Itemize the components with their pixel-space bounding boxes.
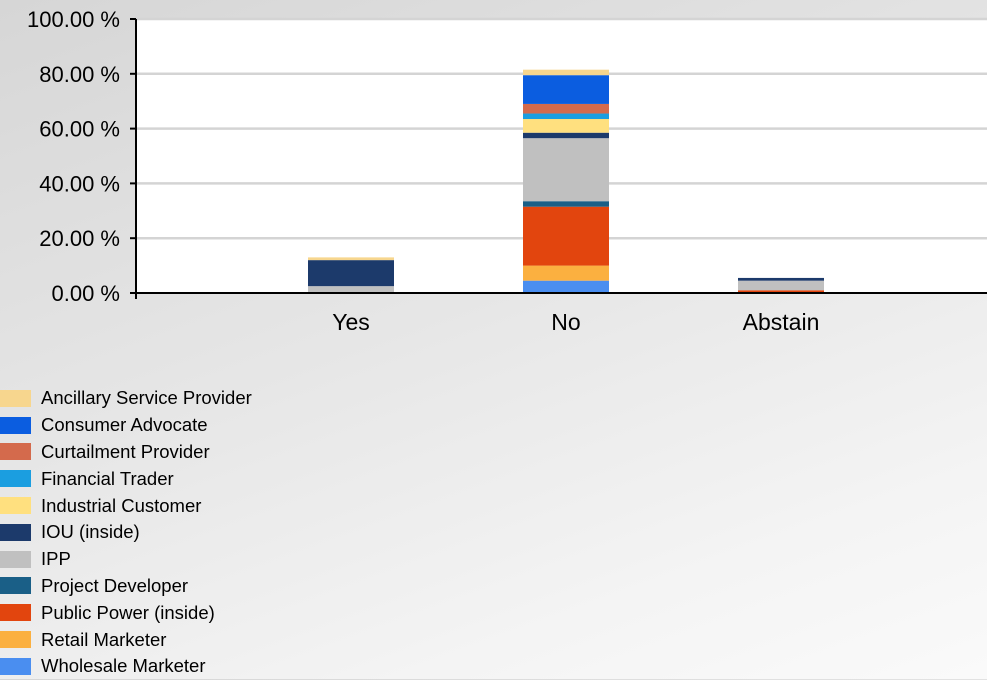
bar-segment (523, 103, 609, 114)
bar-segment (523, 113, 609, 120)
legend-item: IOU (inside) (0, 519, 252, 546)
legend-label: Wholesale Marketer (41, 655, 206, 677)
legend: Ancillary Service Provider Consumer Advoc… (0, 385, 252, 680)
y-tick-label: 80.00 % (39, 62, 120, 87)
bar-segment (738, 277, 824, 281)
legend-swatch (0, 577, 31, 595)
legend-label: Financial Trader (41, 467, 174, 489)
x-category-label: Yes (332, 309, 370, 335)
legend-item: Industrial Customer (0, 492, 252, 519)
legend-swatch (0, 416, 31, 434)
y-tick-label: 60.00 % (39, 117, 120, 142)
legend-label: Ancillary Service Provider (41, 387, 252, 409)
bars (308, 69, 824, 293)
legend-swatch (0, 631, 31, 649)
legend-swatch (0, 523, 31, 541)
legend-label: Consumer Advocate (41, 414, 208, 436)
bar-segment (738, 280, 824, 291)
legend-label: IPP (41, 548, 71, 570)
bar-segment (523, 69, 609, 76)
bar-segment (308, 260, 394, 287)
bar-segment (523, 138, 609, 202)
x-category-labels: Yes No Abstain (332, 309, 819, 335)
bar-stack-yes (308, 257, 394, 293)
bar-segment (523, 132, 609, 139)
bar-segment (523, 75, 609, 104)
bar-segment (523, 265, 609, 281)
legend-item: Curtailment Provider (0, 439, 252, 466)
x-category-label: No (551, 309, 580, 335)
legend-label: Project Developer (41, 574, 189, 596)
legend-swatch (0, 550, 31, 568)
bar-segment (738, 290, 824, 293)
y-tick-labels: 0.00 % 20.00 % 40.00 % 60.00 % 80.00 % 100.00… (27, 7, 120, 306)
y-tick-label: 0.00 % (52, 281, 121, 306)
y-tick-label: 100.00 % (27, 7, 120, 32)
legend-label: Curtailment Provider (41, 440, 210, 462)
bar-stack-no (523, 69, 609, 293)
legend-item: Public Power (inside) (0, 599, 252, 626)
legend-swatch (0, 657, 31, 675)
bar-segment (523, 201, 609, 207)
x-category-label: Abstain (743, 309, 820, 335)
legend-label: IOU (inside) (41, 521, 140, 543)
legend-swatch (0, 604, 31, 622)
legend-swatch (0, 443, 31, 461)
bar-segment (308, 286, 394, 293)
legend-swatch (0, 389, 31, 407)
legend-swatch (0, 470, 31, 488)
axes (130, 18, 987, 299)
bar-segment (523, 119, 609, 133)
legend-label: Industrial Customer (41, 494, 202, 516)
bar-segment (308, 257, 394, 261)
legend-item: Wholesale Marketer (0, 653, 252, 680)
legend-item: Financial Trader (0, 465, 252, 492)
bar-segment (523, 280, 609, 293)
legend-item: IPP (0, 546, 252, 573)
legend-item: Project Developer (0, 573, 252, 600)
legend-item: Retail Marketer (0, 626, 252, 653)
bar-stack-abstain (738, 277, 824, 293)
legend-label: Public Power (inside) (41, 601, 215, 623)
legend-swatch (0, 497, 31, 515)
legend-label: Retail Marketer (41, 628, 167, 650)
y-tick-label: 20.00 % (39, 226, 120, 251)
legend-item: Consumer Advocate (0, 412, 252, 439)
stacked-bar-chart: 0.00 % 20.00 % 40.00 % 60.00 % 80.00 % 100.00… (27, 7, 987, 335)
bar-segment (523, 206, 609, 266)
legend-item: Ancillary Service Provider (0, 385, 252, 412)
y-tick-label: 40.00 % (39, 171, 120, 196)
